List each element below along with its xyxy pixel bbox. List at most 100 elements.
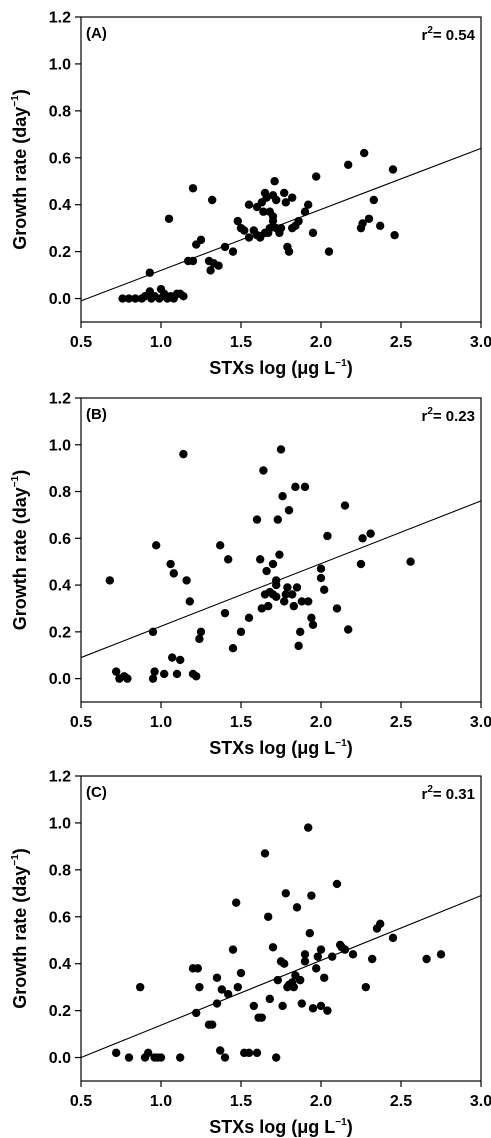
- data-point: [366, 529, 375, 538]
- y-tick-label: 0.2: [49, 624, 71, 641]
- x-tick-label: 3.0: [470, 334, 491, 351]
- y-tick-label: 1.0: [49, 815, 71, 832]
- plot-frame: [80, 397, 482, 703]
- data-point: [212, 999, 222, 1008]
- data-point: [233, 982, 242, 992]
- data-point: [136, 982, 145, 992]
- data-point: [124, 294, 134, 303]
- y-axis-title: Growth rate (day−1): [10, 470, 30, 630]
- y-tick-label: 1.0: [49, 56, 71, 73]
- data-point: [280, 188, 289, 198]
- data-point: [217, 985, 226, 994]
- y-tick-label: 1.0: [49, 437, 71, 454]
- x-tick-label: 3.0: [470, 714, 491, 731]
- x-tick-label: 2.0: [310, 334, 332, 351]
- data-point: [236, 968, 246, 978]
- data-point: [300, 482, 310, 492]
- data-point: [376, 919, 385, 929]
- data-point: [280, 959, 289, 968]
- data-point: [168, 653, 177, 662]
- data-point: [176, 655, 185, 665]
- data-point: [220, 1053, 230, 1062]
- data-point: [272, 580, 281, 590]
- data-point: [422, 954, 431, 964]
- data-point: [273, 515, 282, 524]
- data-point: [312, 172, 321, 181]
- data-point: [308, 228, 318, 238]
- data-point: [240, 226, 249, 235]
- data-point: [289, 982, 298, 992]
- data-point: [112, 1048, 121, 1058]
- data-point: [192, 672, 201, 681]
- data-point: [328, 952, 337, 961]
- data-point: [224, 989, 233, 999]
- x-tick-label: 1.5: [230, 1093, 252, 1110]
- data-point: [268, 943, 278, 952]
- data-point: [388, 165, 398, 174]
- data-point: [148, 674, 158, 683]
- data-point: [291, 482, 300, 492]
- data-point: [152, 541, 161, 550]
- data-point: [275, 550, 284, 559]
- data-point: [324, 247, 334, 256]
- y-tick-label: 0.6: [49, 909, 71, 926]
- data-point: [368, 954, 377, 964]
- data-point: [208, 195, 217, 205]
- regression-line: [80, 895, 482, 1059]
- data-point: [291, 971, 300, 980]
- panel-label: (B): [86, 406, 107, 423]
- data-point: [206, 266, 215, 275]
- data-point: [316, 945, 326, 954]
- data-point: [144, 1048, 153, 1058]
- y-tick-label: 0.2: [49, 244, 71, 261]
- r-squared-label: r2= 0.23: [421, 406, 475, 425]
- data-point: [344, 625, 353, 634]
- regression-line: [80, 500, 482, 659]
- r-squared-label: r2= 0.31: [421, 784, 475, 803]
- data-point: [276, 445, 286, 454]
- data-point: [185, 597, 194, 606]
- data-point: [166, 559, 175, 569]
- data-point: [307, 891, 316, 900]
- data-point: [188, 256, 198, 266]
- data-point: [193, 964, 202, 973]
- data-point: [265, 994, 274, 1004]
- data-point: [228, 247, 238, 256]
- data-point: [124, 1053, 134, 1062]
- data-point: [160, 669, 169, 679]
- data-point: [254, 1013, 263, 1022]
- data-point: [304, 200, 313, 209]
- data-point: [192, 1008, 201, 1018]
- data-point: [216, 541, 225, 550]
- y-tick-label: 0.2: [49, 1003, 71, 1020]
- data-point: [278, 1001, 287, 1011]
- panel-label: (A): [86, 25, 107, 42]
- data-point: [105, 576, 115, 585]
- data-point: [131, 294, 140, 303]
- data-point: [344, 160, 353, 170]
- data-point: [179, 291, 188, 301]
- y-tick-label: 0.0: [49, 671, 71, 688]
- data-point: [244, 1048, 254, 1058]
- data-point: [288, 590, 297, 599]
- data-point: [228, 644, 238, 653]
- chart-panel-1: 0.0 0.2 0.4 0.6 0.8 1.0 1.2 0.5 1.0 1.5 2.0 2.5 3.0 S…: [10, 10, 491, 379]
- data-point: [209, 259, 218, 268]
- y-tick-label: 1.2: [49, 391, 71, 408]
- data-point: [252, 1048, 262, 1058]
- x-tick-label: 2.0: [310, 1093, 332, 1110]
- data-point: [323, 531, 332, 541]
- data-point: [308, 620, 318, 630]
- data-point: [313, 952, 322, 961]
- r-squared-label: r2= 0.54: [421, 25, 475, 44]
- data-point: [316, 1001, 326, 1011]
- data-point: [278, 492, 287, 501]
- y-axis-title: Growth rate (day−1): [10, 89, 30, 249]
- data-point: [289, 601, 298, 611]
- data-point: [164, 214, 174, 223]
- data-point: [179, 449, 188, 459]
- data-point: [262, 193, 271, 202]
- data-point: [272, 223, 281, 233]
- data-point: [281, 198, 290, 207]
